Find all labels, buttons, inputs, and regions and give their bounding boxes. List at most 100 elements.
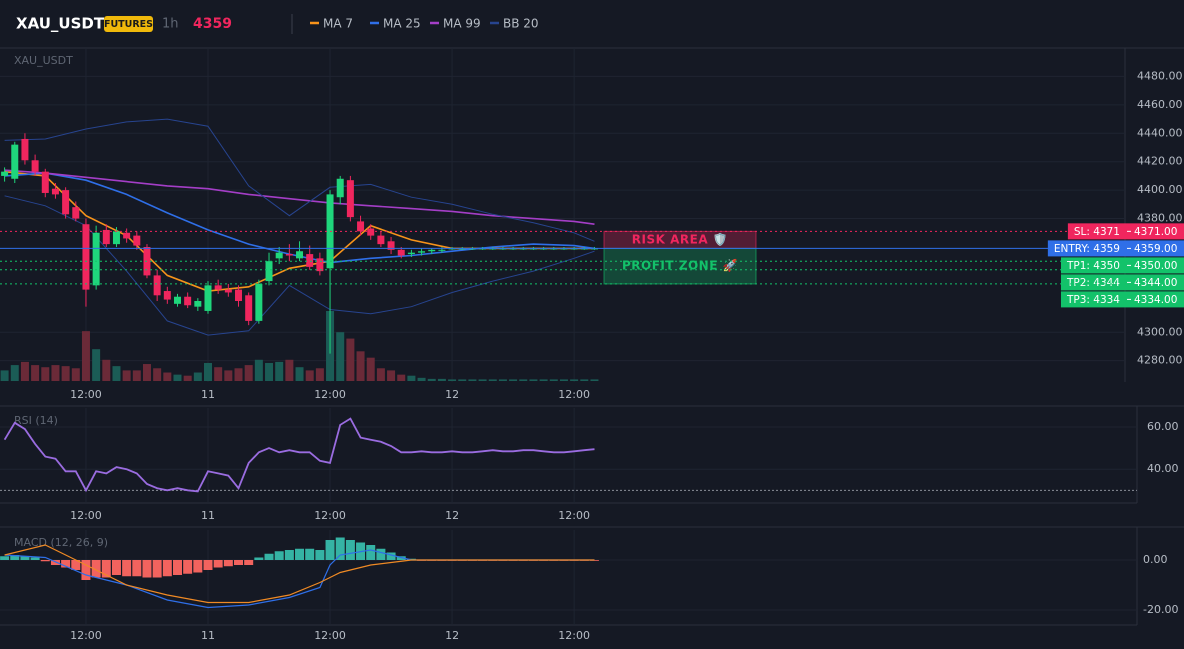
macd-histogram-bar [40,560,50,562]
macd-histogram-bar [264,553,274,560]
volume-bar [366,357,375,381]
zone [603,247,757,285]
x-tick-label: 12 [445,629,459,642]
volume-bar [183,375,192,381]
x-tick-label: 12:00 [314,388,346,401]
overlay-line [4,118,595,242]
volume-bar [519,379,528,381]
volume-bar [31,365,40,381]
volume-bar [41,367,50,381]
candle-body [123,232,131,239]
volume-bar [92,349,101,381]
macd-histogram-bar [0,556,10,560]
candle-body [51,188,59,195]
volume-bar [437,378,446,381]
last-price: 4359 [193,16,232,32]
macd-histogram-bar [315,550,325,560]
volume-bar [112,366,121,381]
y-tick-label: 4280.00 [1137,354,1183,367]
volume-bar [295,367,304,381]
macd-histogram-bar [183,560,193,574]
legend-label: MA 7 [323,17,353,31]
candle-body [133,235,141,246]
candle-body [367,228,375,236]
macd-histogram-bar [61,560,71,568]
volume-bar [498,379,507,381]
level-badge [1060,274,1184,291]
volume-bar [285,359,294,381]
candle-body [357,221,365,232]
candle-body [72,207,80,219]
candle-body [82,224,90,290]
volume-bar [153,368,162,381]
macd-histogram-bar [325,540,335,560]
level-value: 4334.00 [1134,294,1177,306]
candle-body [62,190,70,215]
x-tick-label: 12:00 [70,388,102,401]
candle-body [163,291,171,300]
volume-bar [81,331,90,381]
level-label: TP3: 4334 [1066,294,1120,306]
level-value: 4359.00 [1134,243,1177,255]
candle-body [224,289,232,293]
volume-bar [61,366,70,381]
candle-body [397,249,405,256]
macd-histogram-bar [101,560,111,578]
x-tick-label: 12:00 [558,388,590,401]
volume-bar [132,370,141,381]
volume-bar [427,378,436,381]
volume-bar [539,379,548,381]
y-tick-label: 4400.00 [1137,183,1183,196]
macd-histogram-bar [91,560,101,578]
y-tick-label: 40.00 [1147,462,1179,475]
candle-body [418,251,426,253]
volume-bar [458,379,467,381]
badge-bg [104,16,153,32]
y-tick-label: 4300.00 [1137,325,1183,338]
macd-histogram-bar [295,548,305,560]
macd-histogram-bar [203,560,213,570]
level-value: 4371.00 [1134,226,1177,238]
volume-bar [559,379,568,381]
candle-body [1,171,9,176]
volume-bar [102,359,111,381]
candle-body [11,144,19,179]
volume-bar [529,379,538,381]
macd-histogram-bar [30,557,40,560]
volume-bar [356,351,365,381]
volume-bar [51,365,60,381]
volume-bar [387,370,396,381]
candle-body [346,180,354,218]
volume-bar [275,361,284,381]
candle-body [275,252,283,259]
volume-bar [244,365,253,381]
macd-histogram-bar [111,560,121,575]
level-label: TP1: 4350 [1066,260,1120,272]
level-badge [1060,291,1184,308]
y-tick-label: 4460.00 [1137,98,1183,111]
volume-bar [20,361,29,381]
candle-body [173,296,181,304]
candle-body [41,171,49,193]
macd-histogram-bar [20,556,30,560]
candle-body [245,295,253,321]
x-tick-label: 12 [445,509,459,522]
badge: FUTURES [104,19,153,30]
candle-body [336,178,344,198]
volume-bar [10,365,19,381]
y-tick-label: 4380.00 [1137,212,1183,225]
x-tick-label: 11 [201,629,215,642]
macd-histogram-bar [376,548,386,560]
volume-bar [305,370,314,381]
x-tick-label: 11 [201,509,215,522]
macd-histogram-bar [234,560,244,565]
y-tick-label: -20.00 [1143,603,1178,616]
volume-bar [163,372,172,381]
volume-bar [407,375,416,381]
macd-histogram-bar [366,545,376,560]
volume-bar [570,379,579,381]
candle-body [265,261,273,282]
macd-histogram-bar [305,548,315,560]
level-label: TP2: 4344 [1066,277,1120,289]
volume-bar [122,370,131,381]
